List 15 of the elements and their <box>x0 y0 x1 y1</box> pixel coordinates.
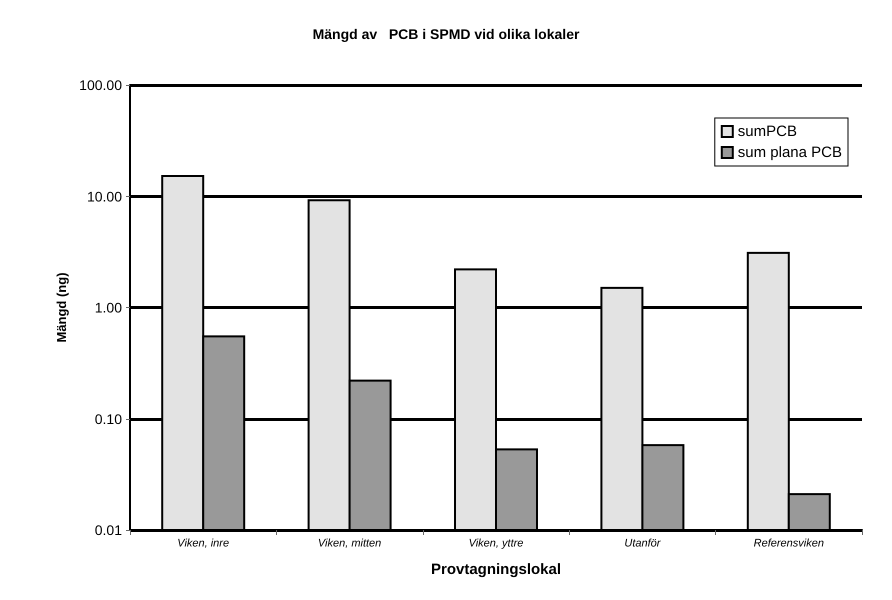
y-tick-label: 1.00 <box>94 300 122 316</box>
y-tick-label: 0.01 <box>94 522 122 538</box>
y-tick-label: 100.00 <box>79 77 122 93</box>
x-tick-label: Viken, mitten <box>318 538 382 550</box>
x-tick-label: Utanför <box>624 538 662 550</box>
x-tick-label: Viken, inre <box>177 538 230 550</box>
chart-title: Mängd av PCB i SPMD vid olika lokaler <box>312 26 580 42</box>
y-tick-label: 0.10 <box>94 410 122 427</box>
y-tick-label: 10.00 <box>86 188 122 204</box>
legend-label: sum plana PCB <box>738 144 842 161</box>
x-tick-label: Viken, yttre <box>468 538 524 550</box>
x-tick-label: Referensviken <box>754 538 824 550</box>
legend-label: sumPCB <box>738 123 797 140</box>
y-axis-title: Mängd (ng) <box>54 272 69 343</box>
x-axis-title: Provtagningslokal <box>430 561 562 578</box>
